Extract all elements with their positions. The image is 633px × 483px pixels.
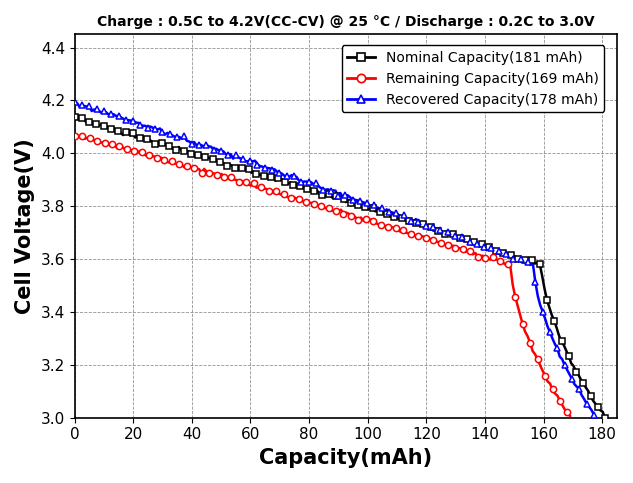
Legend: Nominal Capacity(181 mAh), Remaining Capacity(169 mAh), Recovered Capacity(178 m: Nominal Capacity(181 mAh), Remaining Cap… (342, 45, 605, 112)
Y-axis label: Cell Voltage(V): Cell Voltage(V) (15, 138, 35, 314)
X-axis label: Capacity(mAh): Capacity(mAh) (259, 448, 432, 468)
Title: Charge : 0.5C to 4.2V(CC-CV) @ 25 °C / Discharge : 0.2C to 3.0V: Charge : 0.5C to 4.2V(CC-CV) @ 25 °C / D… (97, 15, 594, 29)
